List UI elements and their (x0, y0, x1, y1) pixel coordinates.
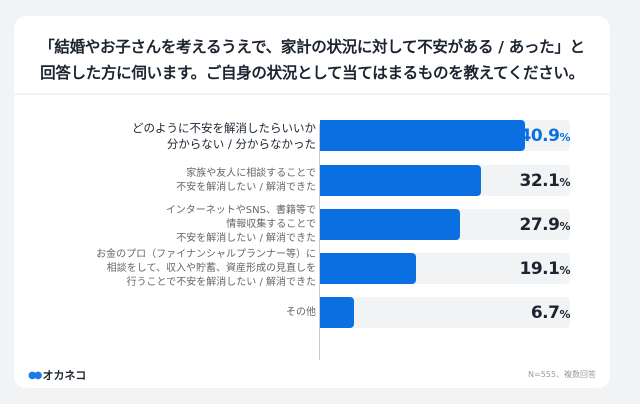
title-line-1: 「結婚やお子さんを考えるうえで、家計の状況に対して不安がある / あった」と (39, 38, 585, 56)
value-label: 19.1% (519, 258, 571, 279)
bar-row: インターネットやSNS、書籍等で 情報収集することで 不安を解消したい / 解消… (14, 205, 610, 244)
bar-track (320, 297, 570, 328)
bar-row: その他 6.7% (14, 297, 610, 328)
value-number: 40.9 (519, 125, 560, 146)
value-label: 32.1% (519, 170, 571, 191)
value-number: 32.1 (519, 170, 560, 191)
chart-card: 「結婚やお子さんを考えるうえで、家計の状況に対して不安がある / あった」と 回… (14, 16, 610, 388)
category-label: 家族や友人に相談することで 不安を解消したい / 解消できた (176, 167, 316, 193)
value-unit: % (559, 130, 570, 144)
chart-title: 「結婚やお子さんを考えるうえで、家計の状況に対して不安がある / あった」と 回… (14, 34, 610, 86)
logo-icon: ●● (28, 369, 43, 381)
bar (320, 297, 354, 328)
value-unit: % (559, 175, 570, 189)
value-unit: % (559, 219, 570, 233)
value-label: 6.7% (530, 302, 571, 323)
sample-note: N=555、複数回答 (528, 370, 596, 379)
bar (320, 120, 525, 151)
divider (14, 93, 610, 95)
bar-row: 家族や友人に相談することで 不安を解消したい / 解消できた 32.1% (14, 165, 610, 196)
bar (320, 209, 460, 240)
bar-row: お金のプロ（ファイナンシャルプランナー等）に 相談をして、収入や貯蓄、資産形成の… (14, 249, 610, 288)
value-unit: % (559, 307, 570, 321)
axis-line (319, 124, 320, 360)
bar (320, 165, 481, 196)
category-label: お金のプロ（ファイナンシャルプランナー等）に 相談をして、収入や貯蓄、資産形成の… (96, 248, 316, 288)
logo: ●● オカネコ (28, 367, 86, 383)
bar (320, 253, 416, 284)
value-label: 40.9% (519, 125, 571, 146)
value-unit: % (559, 263, 570, 277)
logo-text: オカネコ (42, 369, 87, 382)
category-label: その他 (286, 306, 316, 318)
value-label: 27.9% (519, 214, 571, 235)
value-number: 19.1 (519, 258, 560, 279)
category-label: インターネットやSNS、書籍等で 情報収集することで 不安を解消したい / 解消… (165, 204, 316, 244)
title-line-2: 回答した方に伺います。ご自身の状況として当てはまるものを教えてください。 (40, 64, 584, 82)
value-number: 27.9 (519, 214, 560, 235)
bar-row: どのように不安を解消したらいいか 分からない / 分からなかった 40.9% (14, 120, 610, 151)
category-label: どのように不安を解消したらいいか 分からない / 分からなかった (132, 120, 316, 151)
value-number: 6.7 (530, 302, 560, 323)
